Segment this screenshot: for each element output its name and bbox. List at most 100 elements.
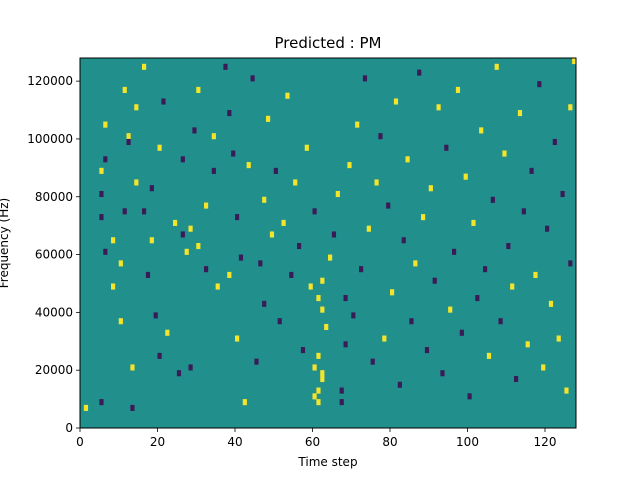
heatmap-cell [227,271,232,278]
heatmap-cell [483,266,488,273]
heatmap-cell [134,104,139,111]
chart-title: Predicted : PM [275,34,382,52]
heatmap-cell [413,260,418,267]
heatmap-cell [293,179,298,186]
y-tick-label: 40000 [35,305,73,319]
x-tick-label: 100 [456,435,479,449]
heatmap-cell [409,318,414,325]
heatmap-cell [390,289,395,296]
y-tick-label: 100000 [27,132,73,146]
heatmap-cell [564,387,569,394]
heatmap-cell [316,295,321,302]
heatmap-cell [277,318,282,325]
heatmap-cell [316,352,321,359]
heatmap-cell [459,329,464,336]
heatmap-cell [122,208,127,215]
heatmap-cell [215,283,220,290]
heatmap-cell [339,399,344,406]
heatmap-cell [184,248,189,255]
heatmap-cell [285,92,290,99]
heatmap-cell [572,58,577,65]
y-tick-label: 20000 [35,363,73,377]
heatmap-cell [417,69,422,76]
x-tick-label: 20 [150,435,165,449]
heatmap-cell [331,231,337,238]
heatmap-cell [99,399,104,406]
heatmap-cell [126,138,131,146]
heatmap-cell [324,323,329,331]
plot-area [79,57,577,429]
heatmap-cell [103,121,108,128]
heatmap-cell [440,370,445,377]
heatmap-cell [568,104,573,111]
heatmap-cell [289,271,294,278]
heatmap-cell [111,237,116,244]
heatmap-cell [421,214,426,221]
heatmap-cell [165,329,170,336]
heatmap-cell [475,295,480,302]
heatmap-cell [498,318,503,325]
heatmap-cell [196,243,201,250]
y-tick-label: 120000 [27,74,73,88]
y-axis-ticks: 0 20000 40000 60000 80000 100000 120000 [27,74,80,435]
heatmap-cell [196,86,201,93]
heatmap-cell [347,162,352,169]
heatmap-cell [235,214,240,221]
heatmap-cell [312,393,317,400]
heatmap-cell [370,358,375,365]
heatmap-cell [118,260,123,267]
heatmap-cell [455,86,461,93]
heatmap-cell [517,110,523,117]
heatmap-cell [300,347,306,354]
heatmap-cell [130,404,135,411]
y-tick-label: 60000 [35,248,73,262]
heatmap-cell [235,335,240,342]
heatmap-cell [568,260,573,267]
heatmap-cell [502,150,507,157]
heatmap-cell [541,364,546,371]
heatmap-cell [533,271,538,278]
heatmap-cell [343,295,348,302]
heatmap-cell [157,144,162,151]
heatmap-cell [486,352,492,359]
heatmap-cell [355,121,360,128]
y-tick-label: 0 [65,421,73,435]
heatmap-cell [122,86,127,93]
heatmap-cell [103,156,108,163]
heatmap-cell [378,133,383,140]
heatmap-cell [242,399,247,406]
heatmap-cell [149,185,154,192]
heatmap-cell [142,208,147,215]
heatmap-cell [103,248,108,255]
heatmap-cell [320,375,325,383]
heatmap-cell [386,202,391,209]
y-tick-label: 80000 [35,190,73,204]
heatmap-cell [552,138,557,146]
heatmap-cell [452,248,457,255]
heatmap-cell [506,243,511,250]
heatmap-cell [188,225,193,232]
heatmap-cell [153,312,158,319]
heatmap-cell [258,260,263,267]
heatmap-background [80,58,576,428]
y-axis-label: Frequency (Hz) [0,198,11,289]
heatmap-cell [510,283,515,290]
heatmap-cell [130,364,135,371]
heatmap-cell [351,312,356,319]
x-tick-label: 40 [227,435,242,449]
heatmap-cell [227,110,232,117]
heatmap-cell [142,63,147,70]
heatmap-cell [494,63,499,70]
x-tick-label: 80 [382,435,397,449]
heatmap-cell [118,318,123,325]
heatmap-cell [444,144,449,151]
heatmap-cell [188,364,193,371]
heatmap-cell [269,231,275,238]
heatmap-cell [320,370,325,377]
heatmap-cell [514,375,519,383]
heatmap-cell [548,300,554,307]
heatmap-cell [204,202,209,209]
heatmap-cell [211,167,216,174]
heatmap-cell [316,399,321,406]
